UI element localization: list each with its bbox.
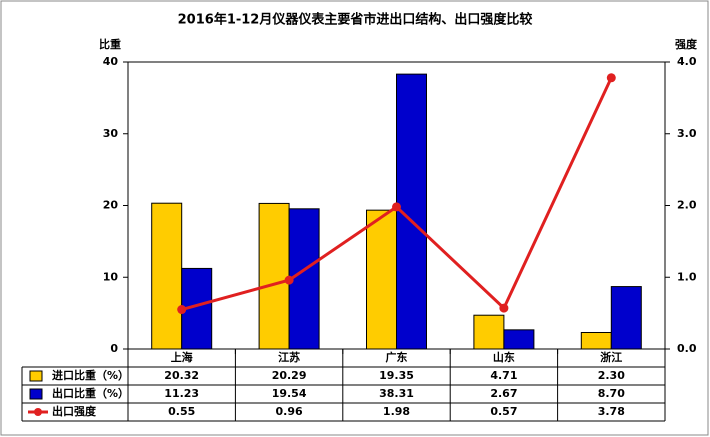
- y2-axis-label: 强度: [675, 37, 698, 51]
- marker: [177, 305, 187, 315]
- legend-label: 出口强度: [52, 404, 97, 418]
- y2-tick-label: 0.0: [677, 342, 697, 355]
- legend-swatch: [29, 370, 43, 382]
- bar: [580, 331, 612, 350]
- table-value: 0.96: [276, 405, 303, 418]
- y-tick-label: 0: [110, 342, 118, 355]
- legend-swatch: [29, 388, 43, 400]
- y-axis-label: 比重: [99, 37, 121, 51]
- y-tick-label: 20: [103, 199, 119, 212]
- table-value: 4.71: [490, 369, 517, 382]
- table-value: 38.31: [379, 387, 414, 400]
- y-tick-label: 40: [103, 55, 119, 68]
- y2-tick-label: 1.0: [677, 270, 697, 283]
- x-tick-label: 上海: [171, 350, 193, 364]
- table-value: 2.30: [598, 369, 625, 382]
- table-value: 20.32: [164, 369, 199, 382]
- table-value: 3.78: [598, 405, 625, 418]
- bar: [151, 202, 183, 350]
- y-tick-label: 30: [103, 127, 119, 140]
- x-tick-label: 广东: [386, 350, 408, 364]
- table-value: 19.54: [272, 387, 307, 400]
- legend-swatch: [34, 408, 42, 416]
- legend-label: 出口比重（%）: [52, 386, 129, 400]
- table-value: 19.35: [379, 369, 414, 382]
- x-tick-label: 浙江: [600, 350, 622, 364]
- y2-tick-label: 3.0: [677, 127, 697, 140]
- x-tick-label: 山东: [493, 350, 515, 364]
- bar: [366, 209, 397, 350]
- bar: [258, 202, 290, 350]
- marker: [392, 202, 401, 212]
- table-value: 20.29: [272, 369, 307, 382]
- table-value: 1.98: [383, 405, 410, 418]
- y2-tick-label: 4.0: [677, 55, 697, 68]
- y2-tick-label: 2.0: [677, 199, 697, 212]
- table-value: 8.70: [598, 387, 625, 400]
- y-tick-label: 10: [103, 270, 119, 283]
- bar: [288, 208, 320, 350]
- table-value: 2.67: [490, 387, 517, 400]
- bar: [503, 329, 535, 350]
- legend-label: 进口比重（%）: [52, 368, 129, 382]
- chart-title: 2016年1-12月仪器仪表主要省市进出口结构、出口强度比较: [178, 12, 533, 28]
- bar: [473, 314, 505, 350]
- table-value: 0.55: [168, 405, 195, 418]
- bar: [610, 286, 642, 350]
- marker: [499, 303, 509, 313]
- marker: [284, 275, 294, 285]
- x-tick-label: 江苏: [278, 350, 300, 364]
- table-value: 0.57: [490, 405, 517, 418]
- marker: [606, 73, 616, 83]
- table-value: 11.23: [164, 387, 199, 400]
